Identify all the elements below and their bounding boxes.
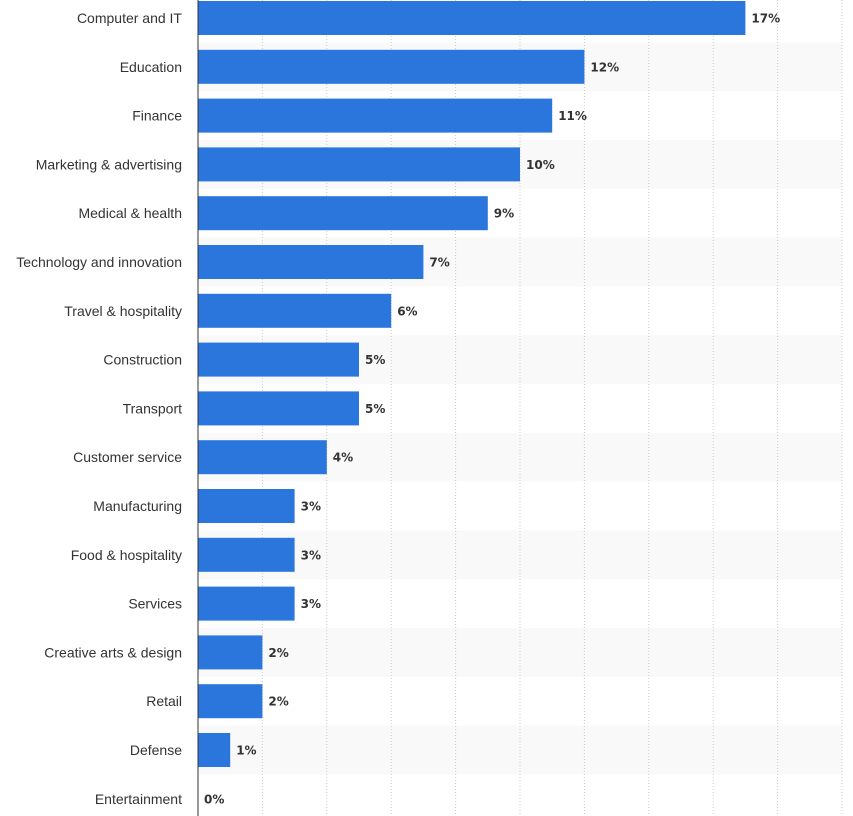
category-label: Transport	[123, 400, 183, 416]
category-label: Travel & hospitality	[64, 303, 182, 319]
bar[interactable]	[198, 342, 359, 377]
bar[interactable]	[198, 489, 295, 523]
value-label: 17%	[751, 12, 780, 26]
value-label: 4%	[333, 451, 353, 465]
category-label: Technology and innovation	[16, 254, 182, 270]
category-label: Retail	[146, 693, 182, 709]
category-label: Services	[128, 596, 182, 612]
category-label: Medical & health	[78, 205, 182, 221]
category-label: Manufacturing	[93, 498, 182, 514]
bar[interactable]	[198, 245, 424, 279]
category-label: Education	[120, 59, 182, 75]
category-label: Marketing & advertising	[36, 156, 182, 172]
bar[interactable]	[198, 196, 488, 231]
bars	[198, 1, 746, 767]
category-label: Entertainment	[95, 791, 182, 807]
bar[interactable]	[198, 1, 746, 35]
value-label: 0%	[204, 792, 224, 806]
category-labels: Computer and IT Education Finance Marketing…	[16, 10, 182, 807]
category-label: Finance	[132, 108, 182, 124]
bar[interactable]	[198, 98, 553, 133]
bar[interactable]	[198, 391, 359, 426]
value-labels: 17% 12% 11% 10% 9% 7% 6% 5% 5% 4% 3% 3% 3% 2% 2% 1% 0%	[204, 12, 780, 807]
value-label: 5%	[365, 402, 385, 416]
bar[interactable]	[198, 49, 585, 84]
bar[interactable]	[198, 537, 295, 572]
value-label: 3%	[301, 597, 321, 611]
value-label: 9%	[494, 207, 514, 221]
category-label: Food & hospitality	[71, 547, 182, 563]
value-label: 2%	[268, 695, 288, 709]
value-label: 12%	[590, 60, 619, 74]
bar[interactable]	[198, 635, 263, 670]
value-label: 3%	[301, 500, 321, 514]
row-band	[198, 530, 842, 580]
value-label: 3%	[301, 548, 321, 562]
bar[interactable]	[198, 684, 263, 719]
value-label: 6%	[397, 304, 417, 318]
bar[interactable]	[198, 733, 231, 767]
category-label: Customer service	[73, 449, 182, 465]
value-label: 10%	[526, 158, 555, 172]
category-label: Creative arts & design	[44, 644, 182, 660]
bar[interactable]	[198, 586, 295, 621]
category-label: Construction	[103, 352, 182, 368]
value-label: 7%	[429, 256, 449, 270]
category-label: Computer and IT	[77, 10, 182, 26]
bar[interactable]	[198, 440, 327, 475]
value-label: 5%	[365, 353, 385, 367]
value-label: 1%	[236, 744, 256, 758]
bar[interactable]	[198, 293, 392, 328]
value-label: 11%	[558, 109, 587, 123]
bar[interactable]	[198, 147, 520, 182]
value-label: 2%	[268, 646, 288, 660]
category-label: Defense	[130, 742, 182, 758]
